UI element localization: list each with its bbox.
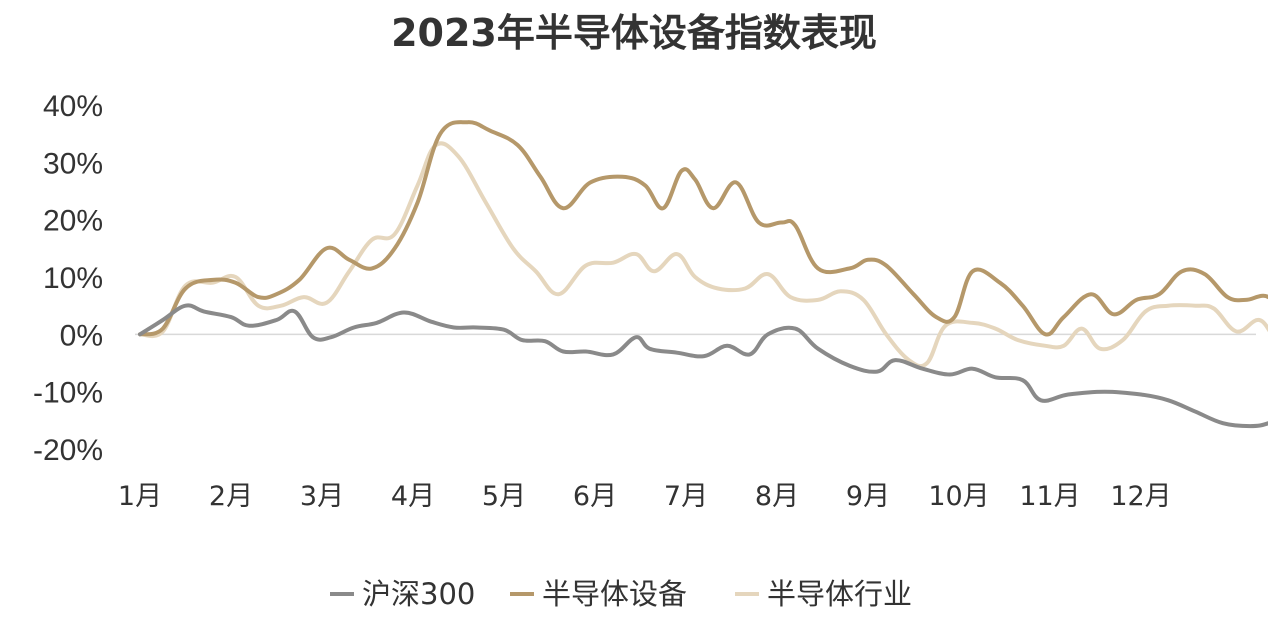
y-axis: 40% 30% 20% 10% 0% -10% -20% — [33, 90, 103, 467]
legend: 沪深300 半导体设备 半导体行业 — [330, 577, 912, 611]
y-tick-label: 0% — [60, 319, 103, 352]
series-line-1 — [138, 120, 1268, 337]
x-tick-label: 7月 — [664, 481, 708, 512]
x-tick-label: 6月 — [573, 481, 617, 512]
legend-label: 半导体设备 — [542, 577, 687, 611]
x-tick-label: 4月 — [391, 481, 435, 512]
y-tick-label: -10% — [33, 377, 103, 410]
series-layer — [138, 120, 1268, 429]
x-tick-label: 1月 — [118, 481, 162, 512]
x-tick-label: 9月 — [846, 481, 890, 512]
y-tick-label: 10% — [43, 262, 103, 295]
y-tick-label: 30% — [43, 147, 103, 180]
y-tick-label: -20% — [33, 434, 103, 467]
legend-label: 沪深300 — [362, 577, 475, 611]
x-tick-label: 12月 — [1110, 481, 1171, 512]
legend-item: 半导体行业 — [735, 577, 912, 611]
series-line-0 — [138, 303, 1268, 429]
y-tick-label: 20% — [43, 205, 103, 238]
legend-item: 半导体设备 — [510, 577, 687, 611]
x-tick-label: 2月 — [209, 481, 253, 512]
x-tick-label: 5月 — [482, 481, 526, 512]
x-tick-label: 10月 — [928, 481, 989, 512]
x-tick-label: 11月 — [1019, 481, 1080, 512]
y-tick-label: 40% — [43, 90, 103, 123]
legend-label: 半导体行业 — [767, 577, 912, 611]
series-line-2 — [138, 141, 1268, 369]
x-tick-label: 3月 — [300, 481, 344, 512]
legend-item: 沪深300 — [330, 577, 475, 611]
x-tick-label: 8月 — [755, 481, 799, 512]
chart-title: 2023年半导体设备指数表现 — [391, 11, 877, 55]
